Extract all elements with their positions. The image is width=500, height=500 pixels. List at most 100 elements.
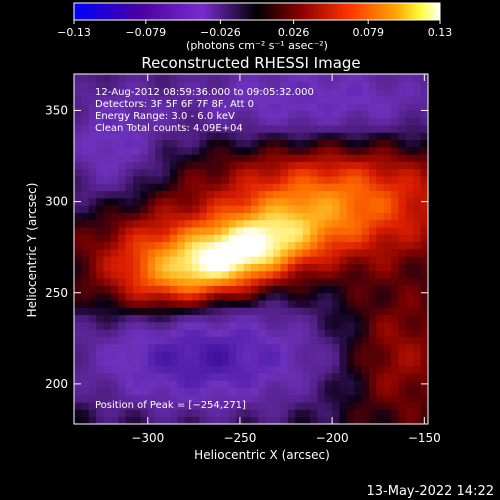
heatmap-cell xyxy=(251,278,259,286)
heatmap-cell xyxy=(398,278,407,286)
heatmap-cell xyxy=(398,358,407,367)
heatmap-cell xyxy=(310,409,318,418)
heatmap-cell xyxy=(214,146,222,155)
heatmap-cell xyxy=(265,285,274,294)
heatmap-cell xyxy=(273,146,281,155)
heatmap-cell xyxy=(162,409,171,418)
heatmap-cell xyxy=(199,125,208,133)
heatmap-cell xyxy=(280,270,289,279)
heatmap-cell xyxy=(280,416,289,424)
heatmap-cell xyxy=(361,81,370,89)
heatmap-cell xyxy=(103,183,112,192)
heatmap-cell xyxy=(103,365,112,374)
heatmap-cell xyxy=(177,241,186,250)
heatmap-cell xyxy=(74,416,82,424)
heatmap-cell xyxy=(383,292,392,301)
heatmap-cell xyxy=(140,249,149,257)
heatmap-cell xyxy=(177,81,186,89)
heatmap-cell xyxy=(155,205,163,213)
heatmap-cell xyxy=(391,227,399,235)
heatmap-cell xyxy=(177,292,186,301)
heatmap-cell xyxy=(81,270,90,279)
heatmap-cell xyxy=(354,256,363,264)
heatmap-cell xyxy=(236,409,245,418)
heatmap-cell xyxy=(413,88,422,97)
heatmap-cell xyxy=(287,161,296,170)
heatmap-cell xyxy=(324,81,333,89)
heatmap-cell xyxy=(162,139,171,148)
heatmap-cell xyxy=(369,329,377,337)
heatmap-cell xyxy=(287,168,296,177)
heatmap-cell xyxy=(339,227,348,235)
heatmap-cell xyxy=(295,234,304,243)
heatmap-cell xyxy=(258,103,267,111)
heatmap-cell xyxy=(214,110,222,119)
heatmap-cell xyxy=(413,103,422,111)
heatmap-cell xyxy=(383,249,392,257)
heatmap-cell xyxy=(214,329,222,337)
heatmap-cell xyxy=(103,278,112,286)
heatmap-cell xyxy=(265,183,274,192)
heatmap-cell xyxy=(398,336,407,345)
heatmap-cell xyxy=(398,329,407,337)
heatmap-cell xyxy=(258,358,267,367)
heatmap-cell xyxy=(155,241,163,250)
heatmap-cell xyxy=(155,227,163,235)
heatmap-cell xyxy=(258,205,267,213)
heatmap-cell xyxy=(295,227,304,235)
heatmap-cell xyxy=(147,394,156,403)
heatmap-cell xyxy=(361,256,370,264)
heatmap-cell xyxy=(413,81,422,89)
heatmap-cell xyxy=(251,227,259,235)
heatmap-cell xyxy=(302,336,311,345)
heatmap-cell xyxy=(88,292,97,301)
heatmap-cell xyxy=(192,387,200,396)
heatmap-cell xyxy=(391,336,399,345)
heatmap-cell xyxy=(376,343,385,352)
heatmap-cell xyxy=(339,168,348,177)
heatmap-cell xyxy=(162,270,171,279)
heatmap-cell xyxy=(228,358,237,367)
heatmap-cell xyxy=(361,409,370,418)
heatmap-cell xyxy=(346,387,355,396)
heatmap-cell xyxy=(405,263,414,272)
heatmap-cell xyxy=(103,146,112,155)
heatmap-cell xyxy=(169,249,178,257)
colorbar-ticks: −0.13 −0.079 −0.026 0.026 0.079 0.13 xyxy=(57,20,452,39)
heatmap-cell xyxy=(155,110,163,119)
annotation-counts: Clean Total counts: 4.09E+04 xyxy=(95,123,243,134)
heatmap-cell xyxy=(192,278,200,286)
heatmap-cell xyxy=(265,125,274,133)
heatmap-cell xyxy=(140,336,149,345)
heatmap-cell xyxy=(369,176,377,184)
heatmap-cell xyxy=(118,125,127,133)
heatmap-cell xyxy=(251,95,259,104)
heatmap-cell xyxy=(140,365,149,374)
heatmap-cell xyxy=(155,416,163,424)
heatmap-cell xyxy=(214,176,222,184)
heatmap-cell xyxy=(140,394,149,403)
heatmap-cell xyxy=(302,256,311,264)
heatmap-cell xyxy=(147,343,156,352)
heatmap-cell xyxy=(332,103,340,111)
heatmap-cell xyxy=(273,183,281,192)
heatmap-cell xyxy=(169,212,178,221)
colorbar-tick-label: −0.079 xyxy=(125,26,166,39)
heatmap-cell xyxy=(376,227,385,235)
heatmap-cell xyxy=(369,88,377,97)
heatmap-cell xyxy=(147,132,156,141)
heatmap-cell xyxy=(81,205,90,213)
heatmap-cell xyxy=(369,372,377,381)
heatmap-cell xyxy=(310,95,318,104)
heatmap-cell xyxy=(265,197,274,206)
heatmap-cell xyxy=(192,219,200,228)
heatmap-cell xyxy=(420,409,428,418)
heatmap-cell xyxy=(96,241,104,250)
heatmap-cell xyxy=(81,300,90,308)
heatmap-cell xyxy=(302,219,311,228)
heatmap-cell xyxy=(354,351,363,359)
heatmap-cell xyxy=(169,125,178,133)
heatmap-cell xyxy=(236,95,245,104)
heatmap-cell xyxy=(169,176,178,184)
heatmap-cell xyxy=(199,387,208,396)
